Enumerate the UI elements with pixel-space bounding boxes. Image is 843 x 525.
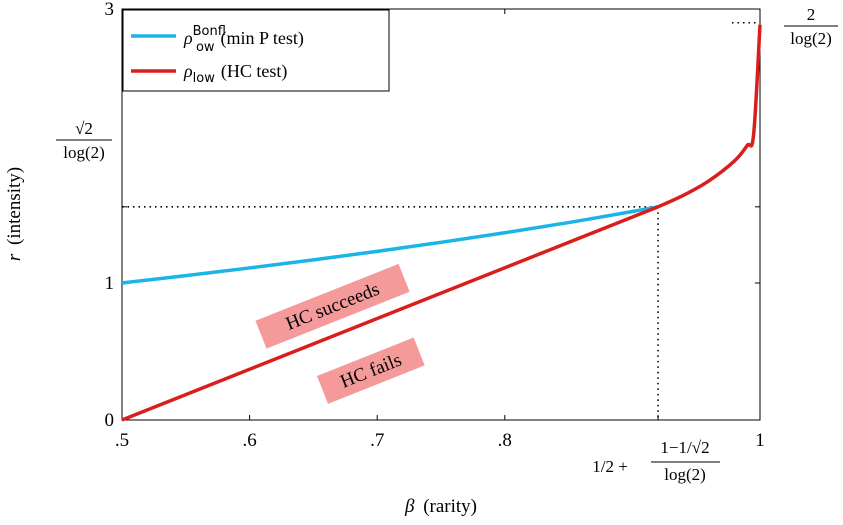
bottom-annot-prefix: 1/2 + [592, 457, 628, 476]
legend-box [122, 9, 390, 92]
region-label-box [255, 263, 410, 349]
right-annot-denominator: log(2) [790, 29, 832, 48]
x-tick-label: .8 [498, 430, 512, 451]
left-annot-numerator: √2 [75, 119, 93, 138]
x-axis-title: β (rarity) [404, 496, 477, 517]
region-label-box [316, 337, 425, 404]
bottom-annot-denominator: log(2) [664, 465, 706, 484]
y-axis-title: r (intensity) [4, 167, 25, 261]
legend: ρBonf low (min P test) ρlow (HC test) [122, 9, 390, 92]
guide-lines [122, 21, 760, 420]
bottom-annot-numerator: 1−1/√2 [660, 438, 709, 457]
y-tick-label: 1 [105, 273, 115, 294]
legend-label-hc: ρlow (HC test) [183, 61, 287, 86]
series-lines [121, 24, 762, 422]
legend-label-bonf: ρBonf low (min P test) [183, 24, 304, 55]
x-tick-label: .5 [115, 430, 129, 451]
right-annot-numerator: 2 [807, 5, 816, 24]
axis-ticks: .5 .6 .7 .8 1 0 1 3 [105, 0, 765, 451]
region-label-group: HC fails [316, 337, 425, 404]
y-tick-label: 3 [105, 0, 115, 20]
y-tick-label: 0 [105, 410, 115, 431]
plot-frame [121, 8, 761, 421]
series-line-hc [121, 24, 762, 422]
right-top-annotation: 2 log(2) [784, 5, 838, 48]
x-tick-label: 1 [755, 430, 765, 451]
left-annot-denominator: log(2) [63, 143, 105, 162]
x-tick-label: .6 [242, 430, 256, 451]
series-line-bonf [121, 205, 659, 285]
x-tick-label: .7 [370, 430, 384, 451]
left-y-annotation: √2 log(2) [56, 119, 112, 162]
bottom-x-annotation: 1/2 + 1−1/√2 log(2) [592, 438, 720, 484]
